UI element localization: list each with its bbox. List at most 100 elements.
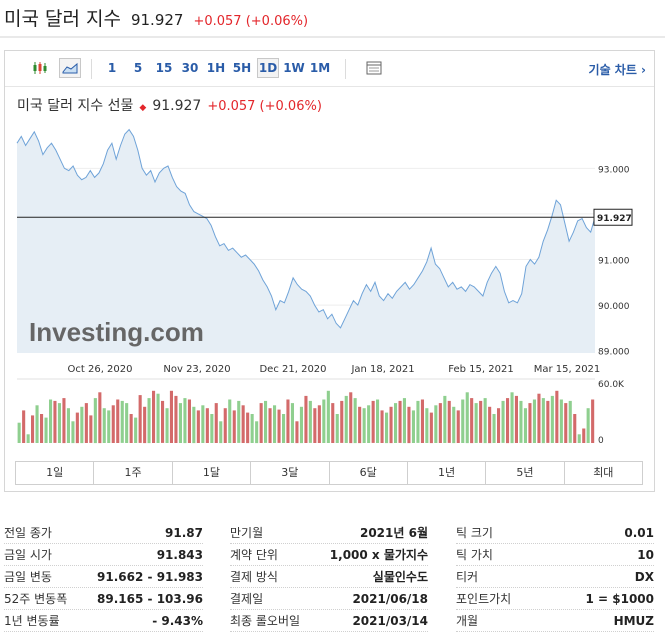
stat-value: 2021/03/14 [352,613,428,628]
volume-bar [232,410,236,443]
stat-value: 실물인수도 [372,570,428,584]
volume-bar [326,390,330,443]
volume-bar [66,408,70,443]
stats-column-2: 만기월 2021년 6월 계약 단위 1,000 x 물가지수 결제 방식 실물인수도 결제… [230,522,428,632]
interval-button-30[interactable]: 30 [181,61,199,75]
range-button-7[interactable]: 최대 [593,466,614,479]
volume-bar [246,412,250,444]
watermark-logo: Investing.com [29,317,204,347]
volume-bar [192,406,196,444]
volume-bar [488,406,492,444]
current-price-box [593,208,633,226]
volume-bar [353,398,357,444]
volume-bar [398,400,402,443]
toolbar-divider [345,59,346,79]
interval-button-1d[interactable]: 1D [257,58,279,78]
volume-bar [389,406,393,444]
volume-bar [178,403,182,443]
stat-label: 만기월 [230,526,264,540]
volume-bar [277,409,281,443]
volume-bar [429,412,433,444]
volume-bar [26,434,30,443]
stat-value: 2021/06/18 [352,591,428,606]
volume-bar [134,417,138,443]
table-view-icon[interactable] [363,58,385,78]
y-tick-label: 90.000 [598,302,630,312]
volume-bar [57,403,61,443]
interval-button-1[interactable]: 1 [107,61,117,75]
volume-bar [152,390,156,443]
volume-bar [420,399,424,443]
interval-button-5h[interactable]: 5H [232,61,252,75]
stat-label: 틱 가치 [456,548,493,562]
range-button-5[interactable]: 1년 [408,462,487,484]
volume-bar [147,398,151,444]
range-button-4[interactable]: 6달 [330,462,408,484]
stat-row: 금일 시가 91.843 [4,544,203,566]
volume-bar [273,405,277,443]
interval-button-15[interactable]: 15 [155,61,173,75]
volume-bar [555,390,559,443]
area-chart-icon[interactable] [59,58,81,78]
stat-row: 금일 변동 91.662 - 91.983 [4,566,203,588]
volume-bar [573,414,577,443]
stat-label: 포인트가치 [456,592,512,606]
stat-value: 1,000 x 물가지수 [329,548,428,562]
header-divider [0,36,665,38]
volume-bar [308,400,312,443]
volume-bar [568,400,572,443]
interval-button-5[interactable]: 5 [133,61,143,75]
volume-bar [286,399,290,443]
x-tick-label: Dec 21, 2020 [259,364,326,375]
stats-column-3: 틱 크기 0.01 틱 가치 10 티커 DX 포인트가치 1 = $1000 개월 HMUZ [456,522,654,632]
volume-bar [53,400,57,443]
volume-bar [425,408,429,443]
stat-value: 91.662 - 91.983 [97,569,203,584]
volume-bar [371,400,375,443]
price-chart[interactable]: 93.00092.00091.00090.00089.000Investing.… [5,51,654,456]
stat-value: 2021년 6월 [359,526,428,540]
volume-bar [156,393,160,443]
x-tick-label: Feb 15, 2021 [448,364,513,375]
volume-bar [532,399,536,443]
range-button-0[interactable]: 1일 [16,462,95,484]
x-tick-label: Mar 15, 2021 [534,364,601,375]
range-button-2[interactable]: 1달 [173,462,252,484]
volume-bar [93,398,97,444]
volume-bar [523,408,527,443]
range-button-3[interactable]: 3달 [251,462,330,484]
instrument-price: 91.927 [130,11,184,29]
volume-bar [282,414,286,443]
interval-button-1h[interactable]: 1H [206,61,226,75]
stat-row: 1년 변동률 - 9.43% [4,610,203,632]
volume-bar [452,406,456,444]
range-button-1[interactable]: 1주 [94,462,173,484]
chart-title-name: 미국 달러 지수 선물 [17,98,134,114]
y-tick-label: 93.000 [598,165,630,175]
volume-bar [196,410,200,443]
volume-bar [483,398,487,444]
volume-bar [586,408,590,443]
volume-bar [259,403,263,443]
volume-bar [564,403,568,443]
volume-bar [331,403,335,443]
up-arrow-icon: ◆ [139,103,147,113]
instrument-change: +0.057 (+0.06%) [193,14,309,29]
interval-button-1w[interactable]: 1W [283,61,305,75]
volume-bar [169,390,173,443]
volume-bar [416,400,420,443]
candlestick-icon[interactable] [29,58,51,78]
volume-bar [461,399,465,443]
y-tick-label: 89.000 [598,348,630,358]
volume-bar [479,400,483,443]
volume-bar [349,392,353,444]
volume-bar [161,400,165,443]
chart-title: 미국 달러 지수 선물 ◆ 91.927 +0.057 (+0.06%) [17,95,322,115]
volume-zero-label: 0 [598,436,604,446]
interval-button-1m[interactable]: 1M [309,61,331,75]
technical-chart-link[interactable]: 기술 차트 › [588,63,646,77]
stat-row: 52주 변동폭 89.165 - 103.96 [4,588,203,610]
volume-bar [290,403,294,443]
range-button-6[interactable]: 5년 [486,462,565,484]
volume-bar [541,398,545,444]
